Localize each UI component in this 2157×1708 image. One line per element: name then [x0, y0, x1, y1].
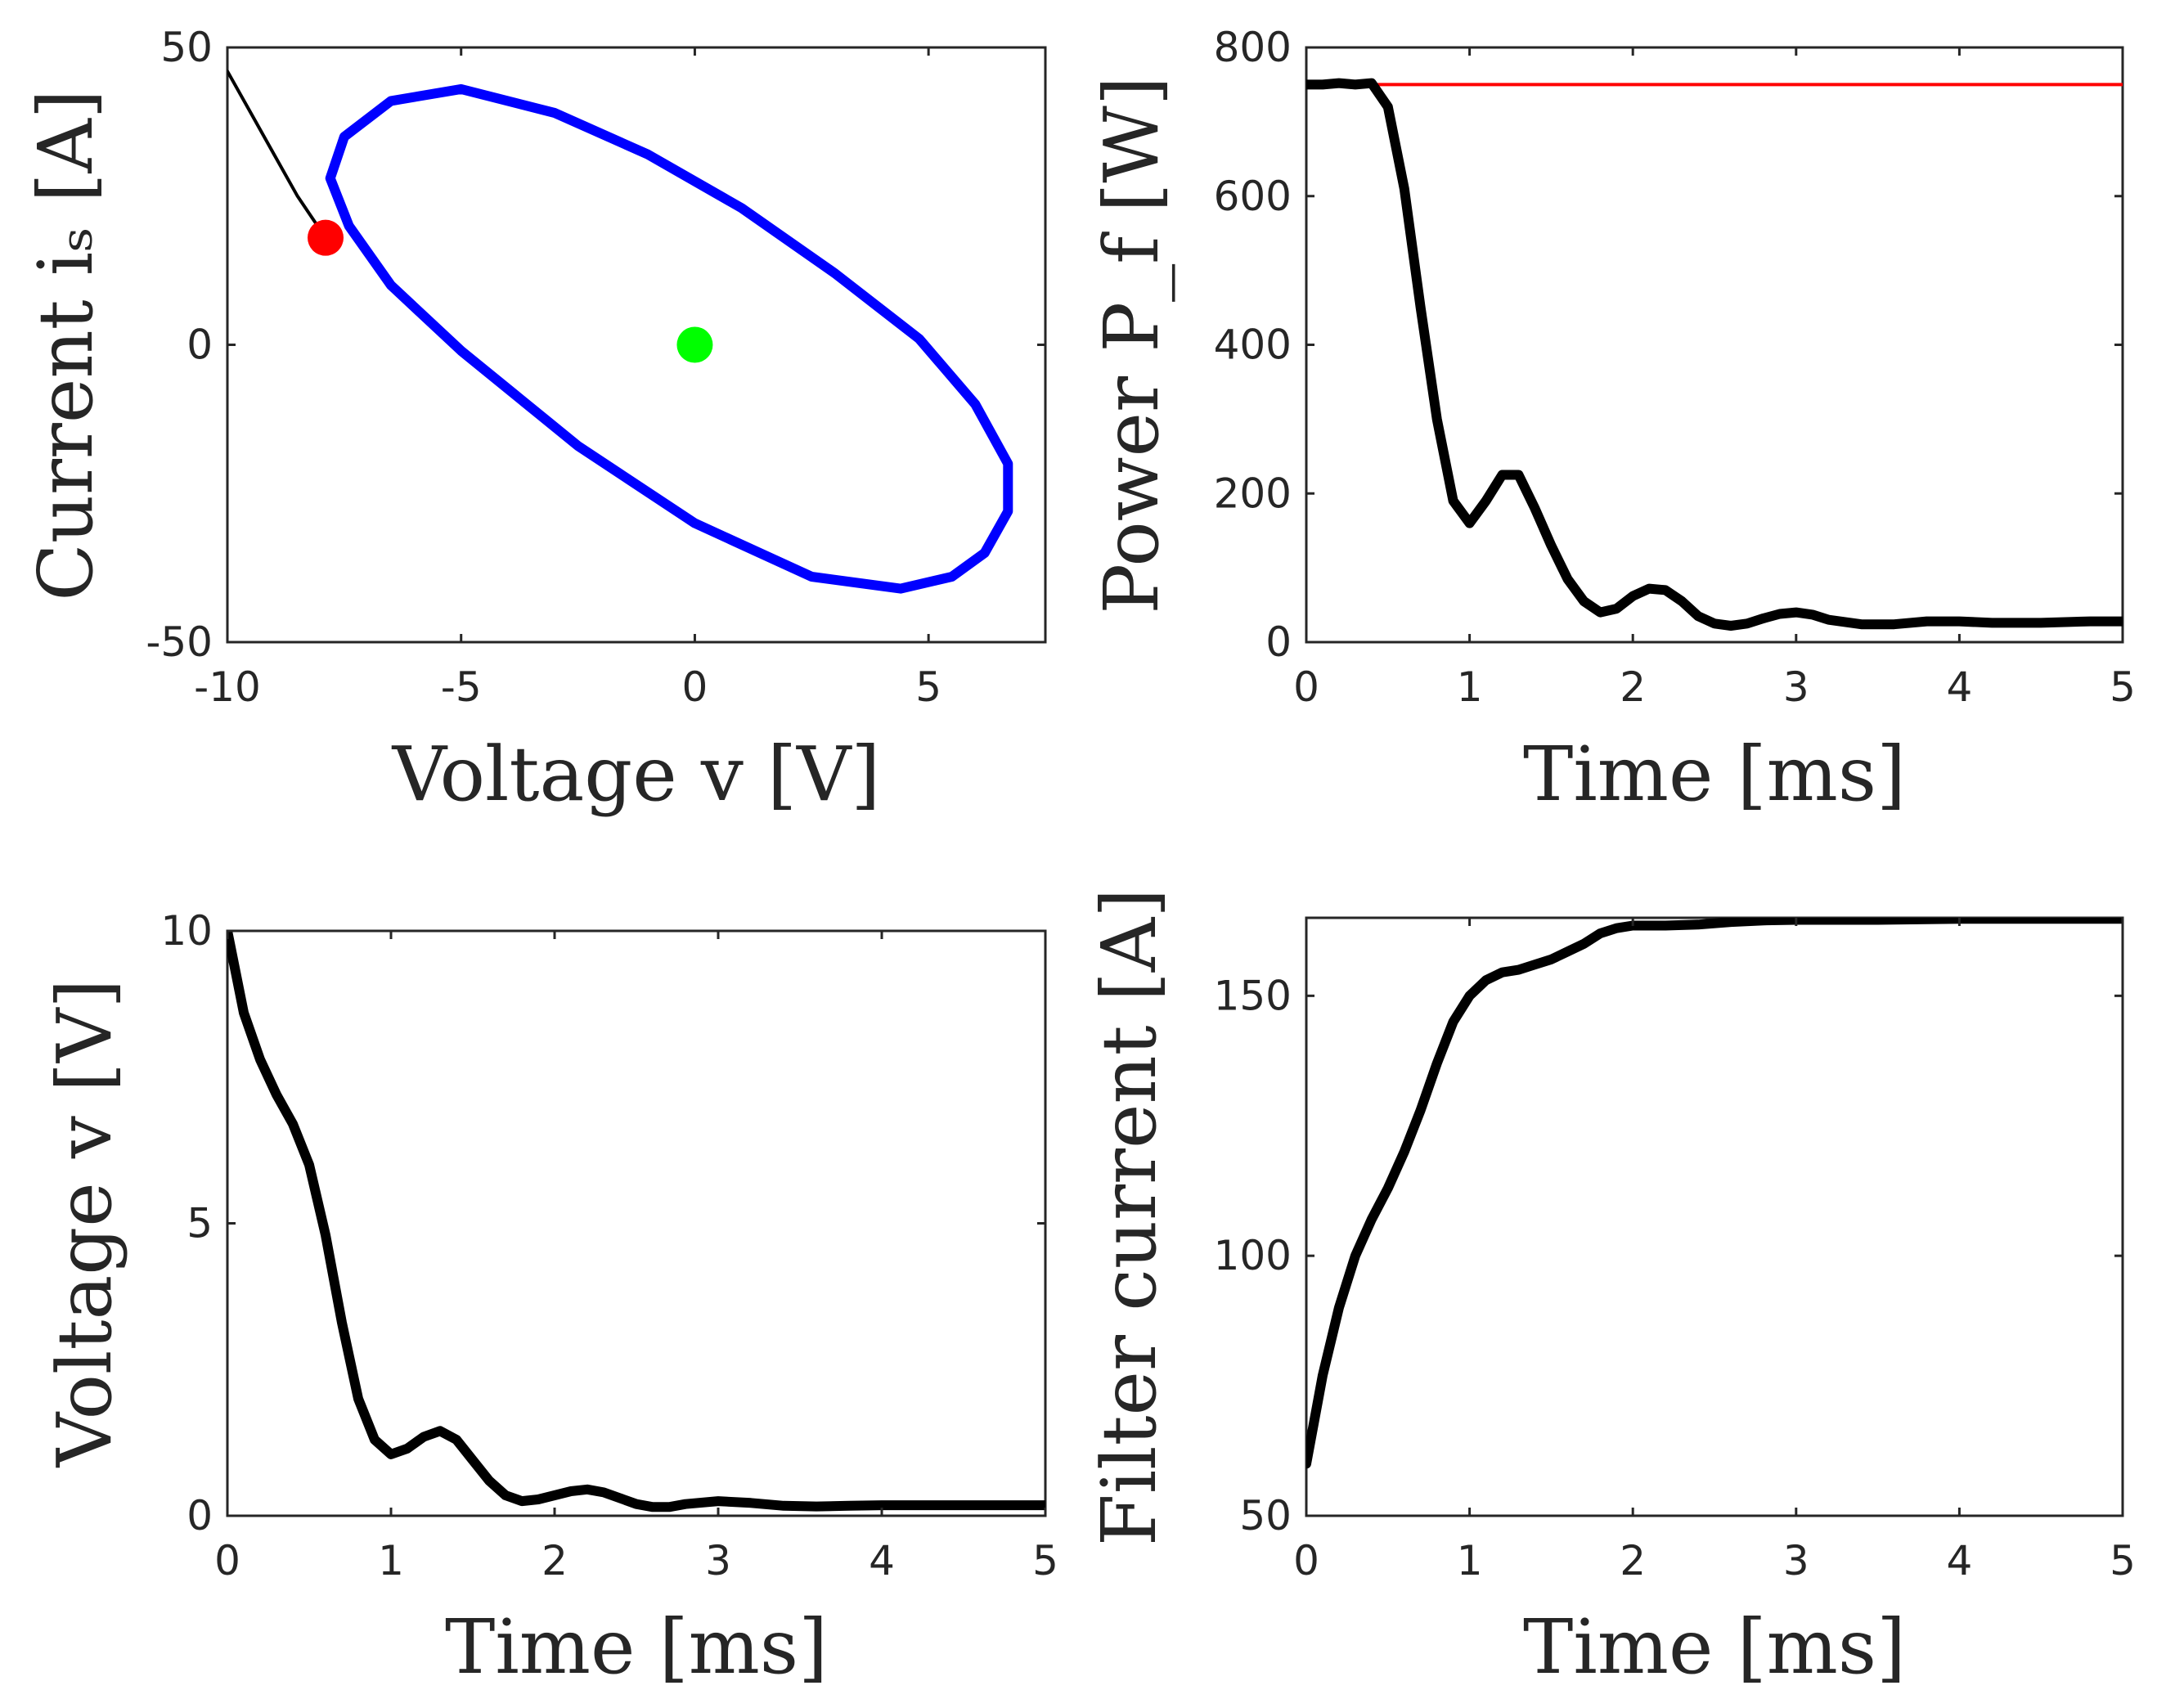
- y-tick-label: 0: [1265, 618, 1292, 666]
- panel-filter-current: 0 1 2 3 4 5 50 100 150 Time [ms] Filter current …: [1085, 888, 2136, 1691]
- series-filter-current: [1306, 918, 2123, 1469]
- y-tick-label: 150: [1214, 972, 1292, 1019]
- y-tick-label: 0: [186, 1492, 213, 1539]
- series-voltage: [227, 931, 1045, 1512]
- plot-content: [1306, 78, 2123, 631]
- y-axis-label: Voltage v [V]: [41, 979, 128, 1468]
- series-limit-ellipse: [325, 83, 1013, 594]
- panel-voltage: 0 1 2 3 4 5 0 5 10 Time [ms] Voltage v [V]: [41, 907, 1058, 1691]
- plot-content: [1306, 918, 2123, 1469]
- point-current-state: [308, 219, 344, 256]
- plot-content: [227, 70, 1013, 594]
- y-tick-label: -50: [146, 618, 213, 666]
- plot-content: [227, 931, 1045, 1512]
- x-tick-label: 1: [378, 1537, 404, 1584]
- x-tick-label: 1: [1457, 1537, 1483, 1584]
- point-origin: [676, 326, 713, 363]
- x-tick-label: 1: [1457, 663, 1483, 711]
- x-tick-label: 5: [1032, 1537, 1058, 1584]
- x-tick-label: 2: [1620, 1537, 1646, 1584]
- x-tick-label: 0: [1293, 1537, 1319, 1584]
- x-tick-label: -10: [194, 663, 261, 711]
- x-tick-label: 5: [915, 663, 941, 711]
- plot-area: [1305, 916, 2124, 1517]
- y-tick-label: 200: [1214, 470, 1292, 517]
- x-tick-label: 5: [2110, 1537, 2136, 1584]
- x-tick-label: 2: [541, 1537, 568, 1584]
- y-tick-label: 10: [160, 907, 213, 955]
- x-tick-label: 3: [1783, 1537, 1809, 1584]
- y-tick-label: 50: [1239, 1492, 1292, 1539]
- y-tick-label: 100: [1214, 1232, 1292, 1279]
- tick-labels: 0 1 2 3 4 5 50 100 150: [1214, 972, 2136, 1584]
- tick-marks: [226, 46, 1045, 644]
- x-tick-label: -5: [441, 663, 482, 711]
- tick-labels: 0 1 2 3 4 5 0 5 10: [160, 907, 1058, 1584]
- x-tick-label: 4: [1946, 1537, 1972, 1584]
- series-power: [1306, 78, 2123, 631]
- x-tick-label: 5: [2110, 663, 2136, 711]
- x-tick-label: 3: [705, 1537, 731, 1584]
- tick-marks: [1305, 918, 2124, 1517]
- x-axis-label: Time [ms]: [1523, 730, 1906, 818]
- y-tick-label: 50: [160, 24, 213, 71]
- x-tick-label: 0: [1293, 663, 1319, 711]
- tick-marks: [226, 929, 1047, 1517]
- plot-area: [226, 929, 1047, 1517]
- x-tick-label: 0: [682, 663, 708, 711]
- y-tick-label: 5: [186, 1200, 213, 1247]
- series-trajectory: [227, 70, 327, 240]
- x-axis-label: Time [ms]: [1523, 1603, 1906, 1691]
- tick-marks: [1305, 46, 2124, 644]
- x-axis-label: Voltage v [V]: [392, 730, 881, 818]
- panel-power: 0 1 2 3 4 5 0 200 400 600 800 Time [ms] Power P_f …: [1088, 24, 2136, 818]
- x-tick-label: 3: [1783, 663, 1809, 711]
- y-axis-label: Power P_f [W]: [1088, 76, 1175, 614]
- y-tick-label: 800: [1214, 24, 1292, 71]
- tick-labels: 0 1 2 3 4 5 0 200 400 600 800: [1214, 24, 2136, 711]
- plot-area: [1305, 46, 2124, 644]
- x-axis-label: Time [ms]: [445, 1603, 828, 1691]
- x-tick-label: 4: [869, 1537, 895, 1584]
- y-axis-label: Current iₛ [A]: [22, 89, 110, 600]
- y-axis-label: Filter current [A]: [1085, 888, 1173, 1546]
- y-tick-label: 0: [186, 321, 213, 369]
- x-tick-label: 4: [1946, 663, 1972, 711]
- y-tick-label: 600: [1214, 173, 1292, 220]
- y-tick-label: 400: [1214, 321, 1292, 369]
- x-tick-label: 2: [1620, 663, 1646, 711]
- x-tick-label: 0: [214, 1537, 240, 1584]
